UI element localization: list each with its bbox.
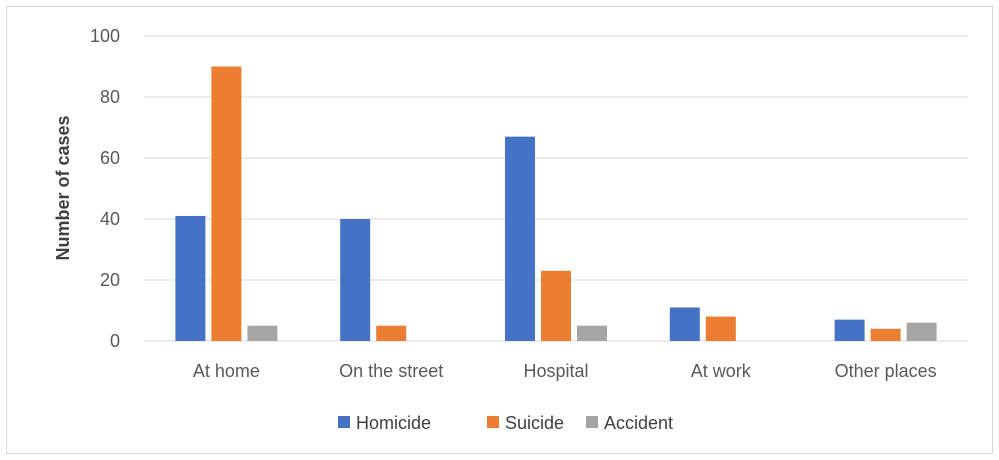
bar-suicide-3 (705, 316, 736, 341)
y-tick-label: 0 (110, 331, 120, 351)
bar-accident-2 (577, 325, 607, 341)
x-category-label: Hospital (523, 361, 588, 381)
y-tick-label: 80 (100, 87, 120, 107)
legend: Homicide Suicide Accident (338, 413, 673, 433)
x-axis-categories: At home On the street Hospital At work Other… (193, 361, 937, 381)
legend-swatch-suicide (487, 416, 499, 428)
y-tick-label: 60 (100, 148, 120, 168)
bar-accident-0 (247, 325, 278, 341)
x-category-label: At home (193, 361, 260, 381)
bar-homicide-3 (669, 307, 700, 341)
legend-swatch-homicide (338, 416, 350, 428)
legend-label-accident: Accident (604, 413, 673, 433)
y-tick-label: 20 (100, 270, 120, 290)
bar-suicide-4 (870, 328, 901, 341)
x-category-label: Other places (835, 361, 937, 381)
bar-homicide-2 (505, 136, 535, 341)
bar-suicide-2 (541, 270, 571, 341)
y-axis-ticks: 0 20 40 60 80 100 (90, 26, 120, 351)
y-tick-label: 100 (90, 26, 120, 46)
bar-homicide-4 (834, 319, 865, 341)
bars (175, 66, 937, 341)
gridlines (144, 35, 968, 342)
legend-label-homicide: Homicide (356, 413, 431, 433)
bar-homicide-1 (340, 219, 371, 341)
x-category-label: On the street (339, 361, 443, 381)
legend-swatch-accident (586, 416, 598, 428)
bar-accident-4 (906, 322, 937, 341)
x-category-label: At work (691, 361, 752, 381)
chart-frame (6, 6, 993, 454)
bar-suicide-0 (211, 66, 242, 341)
y-axis-title: Number of cases (53, 115, 73, 260)
y-tick-label: 40 (100, 209, 120, 229)
bar-suicide-1 (376, 325, 407, 341)
legend-label-suicide: Suicide (505, 413, 564, 433)
bar-homicide-0 (175, 215, 206, 341)
